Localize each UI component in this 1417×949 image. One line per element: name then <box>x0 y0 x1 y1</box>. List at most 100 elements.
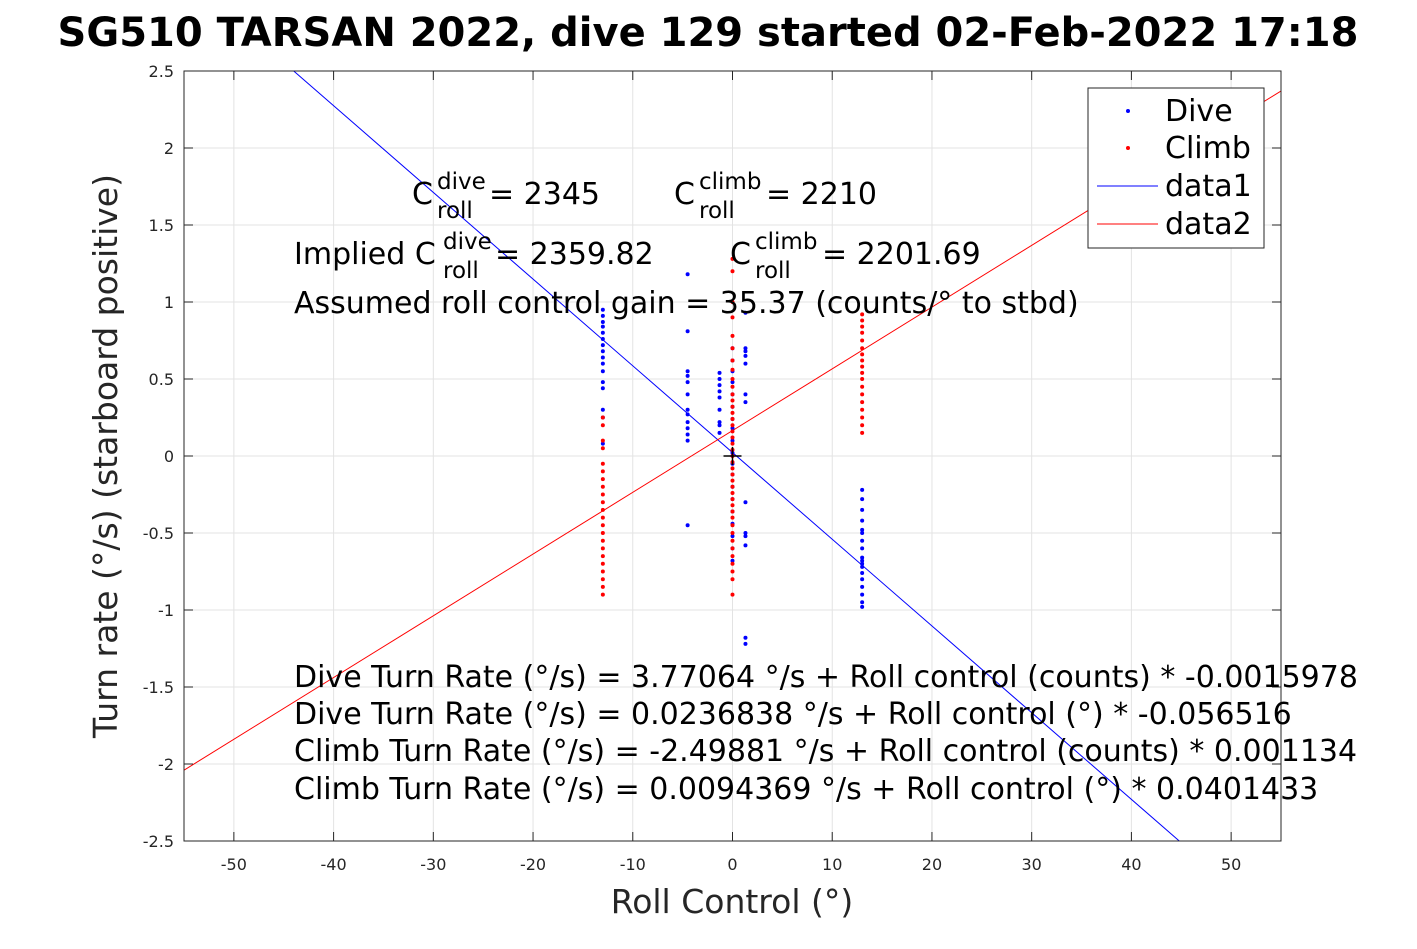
y-tick-label: 2 <box>164 139 174 158</box>
point-climb <box>730 377 735 381</box>
point-dive <box>860 546 865 551</box>
implied-climb-sup: climb <box>755 229 817 255</box>
point-climb <box>860 330 865 335</box>
y-tick-label: 2.5 <box>149 62 174 81</box>
c-roll-climb-sup: climb <box>699 169 761 195</box>
point-climb <box>730 423 735 428</box>
point-climb <box>860 364 865 369</box>
x-tick-label: -40 <box>321 855 347 874</box>
y-tick-label: 0 <box>164 447 174 466</box>
point-climb <box>730 346 735 351</box>
point-dive <box>860 507 865 512</box>
point-climb <box>600 469 605 474</box>
point-dive <box>685 369 690 374</box>
point-climb <box>600 415 605 420</box>
point-dive <box>685 272 690 277</box>
point-climb <box>860 352 865 357</box>
point-dive <box>860 527 865 532</box>
legend-dive-label: Dive <box>1165 94 1233 129</box>
point-climb <box>600 492 605 497</box>
point-climb <box>730 484 735 489</box>
annotation-c-roll-climb: C climb roll = 2210 <box>674 169 877 224</box>
c-roll-dive-sub: roll <box>437 198 473 224</box>
point-dive <box>600 361 605 366</box>
point-climb <box>600 446 605 451</box>
point-dive <box>860 487 865 492</box>
point-climb <box>600 477 605 482</box>
point-climb <box>600 531 605 535</box>
y-tick-label: -2.5 <box>143 832 174 851</box>
point-dive <box>600 313 605 318</box>
point-dive <box>743 400 748 405</box>
point-climb <box>730 503 735 508</box>
c-roll-dive-value: = 2345 <box>489 177 600 212</box>
implied-dive-sub: roll <box>443 258 479 284</box>
point-dive <box>743 346 748 351</box>
point-dive <box>743 353 748 358</box>
point-climb <box>730 441 735 446</box>
point-dive <box>743 534 748 539</box>
point-dive <box>685 523 690 528</box>
point-dive <box>860 518 865 523</box>
point-dive <box>743 310 748 315</box>
point-climb <box>730 478 735 483</box>
point-climb <box>860 312 865 317</box>
x-tick-label: -10 <box>620 855 646 874</box>
point-dive <box>717 383 722 388</box>
point-climb <box>730 577 735 582</box>
point-dive <box>730 558 735 563</box>
equation-line: Dive Turn Rate (°/s) = 0.0236838 °/s + R… <box>294 697 1292 732</box>
x-tick-label: 10 <box>822 855 842 874</box>
c-roll-climb-value: = 2210 <box>766 177 877 212</box>
point-dive <box>600 407 605 412</box>
point-climb <box>730 404 735 409</box>
x-tick-label: -50 <box>221 855 247 874</box>
annotation-c-roll-dive: C dive roll = 2345 <box>412 169 600 224</box>
legend-box <box>1087 87 1265 249</box>
point-climb <box>860 392 865 397</box>
svg-text:C: C <box>412 177 433 212</box>
point-climb <box>860 370 865 375</box>
point-climb <box>860 384 865 389</box>
point-climb <box>730 417 735 422</box>
point-dive <box>860 571 865 576</box>
point-climb <box>600 523 605 528</box>
point-climb <box>600 546 605 551</box>
point-climb <box>730 538 735 543</box>
point-dive <box>685 420 690 425</box>
x-tick-label: 30 <box>1022 855 1042 874</box>
point-dive <box>600 320 605 325</box>
point-climb <box>730 466 735 471</box>
point-dive <box>743 635 748 640</box>
x-tick-label: -20 <box>520 855 546 874</box>
point-dive <box>600 369 605 374</box>
implied-climb-value: = 2201.69 <box>822 237 981 272</box>
y-tick-label: 1 <box>164 293 174 312</box>
point-climb <box>730 315 735 320</box>
point-climb <box>860 400 865 405</box>
point-climb <box>730 490 735 495</box>
y-tick-label: -1 <box>158 601 174 620</box>
point-dive <box>717 430 722 435</box>
point-climb <box>600 515 605 520</box>
point-dive <box>685 426 690 431</box>
point-dive <box>717 389 722 394</box>
point-climb <box>860 358 865 363</box>
implied-climb-prefix: C <box>730 237 751 272</box>
point-climb <box>860 377 865 381</box>
point-climb <box>730 592 735 597</box>
x-tick-label: 50 <box>1221 855 1241 874</box>
point-climb <box>730 384 735 389</box>
equation-line: Climb Turn Rate (°/s) = -2.49881 °/s + R… <box>294 734 1357 769</box>
point-dive <box>685 407 690 412</box>
point-dive <box>743 543 748 548</box>
point-dive <box>717 407 722 412</box>
point-climb <box>600 561 605 566</box>
point-dive <box>600 349 605 354</box>
point-dive <box>743 500 748 505</box>
equation-line: Dive Turn Rate (°/s) = 3.77064 °/s + Rol… <box>294 660 1358 695</box>
x-axis-label: Roll Control (°) <box>611 882 854 921</box>
point-climb <box>730 398 735 403</box>
